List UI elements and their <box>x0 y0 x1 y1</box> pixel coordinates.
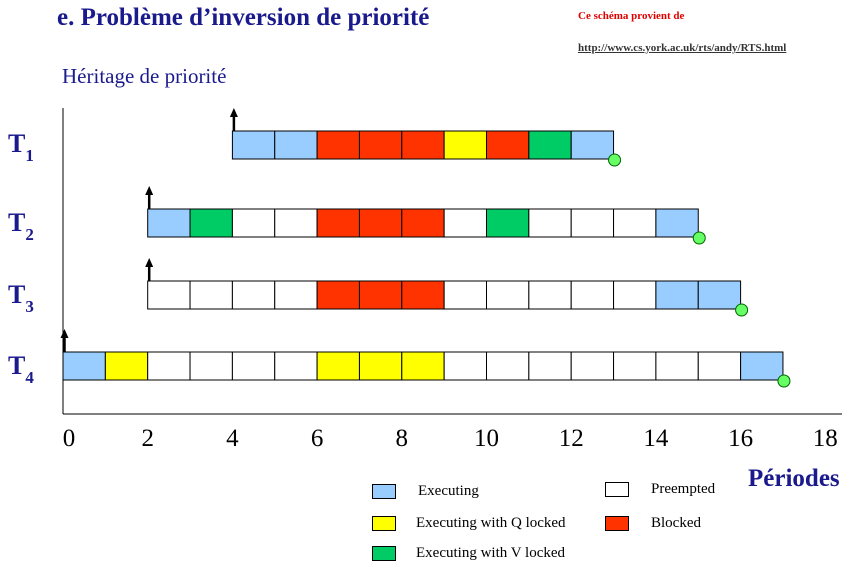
legend-blocked: Blocked <box>605 513 701 533</box>
timeline-slot-blocked <box>316 208 360 238</box>
timeline-slot-blocked <box>401 280 445 310</box>
x-tick-label: 8 <box>396 425 409 452</box>
timeline-slot-preempted <box>147 351 191 381</box>
timeline-slot-blocked <box>486 130 530 160</box>
legend-swatch-executing-q <box>372 515 396 531</box>
timeline-slot-preempted <box>655 351 699 381</box>
timeline-slot-executing-q <box>316 351 360 381</box>
legend-swatch-blocked <box>605 515 629 531</box>
x-tick-label: 6 <box>311 425 324 452</box>
timeline-slot-blocked <box>358 208 403 238</box>
release-arrowhead-icon <box>60 329 69 338</box>
source-label: Ce schéma provient de <box>578 10 685 22</box>
task-label: T1 <box>8 129 34 165</box>
timeline-slot-executing-v <box>189 208 233 238</box>
legend-preempted: Preempted <box>605 479 715 499</box>
timeline-slot-preempted <box>486 351 530 381</box>
timeline-slot-preempted <box>274 280 318 310</box>
timeline-slot-preempted <box>528 351 572 381</box>
legend-executing: Executing <box>372 481 479 501</box>
timeline-slot-preempted <box>274 208 318 238</box>
timeline-slot-preempted <box>528 280 572 310</box>
timeline-slot-executing <box>697 280 742 310</box>
timeline-slot-blocked <box>401 208 445 238</box>
legend-label: Preempted <box>651 480 716 497</box>
timeline-slot-executing-q <box>358 351 403 381</box>
timeline-slot-preempted <box>189 351 233 381</box>
x-tick-label: 16 <box>728 425 753 452</box>
timeline-slot-preempted <box>697 351 742 381</box>
diagram-subtitle: Héritage de priorité <box>62 64 227 88</box>
x-tick-label: 14 <box>643 425 669 452</box>
legend-executing-q: Executing with Q locked <box>372 513 566 533</box>
x-tick-label: 18 <box>813 425 838 452</box>
timeline-slot-executing-q <box>104 351 149 381</box>
timeline-slot-blocked <box>358 130 403 160</box>
completion-marker-icon <box>735 303 749 317</box>
legend-label: Executing with V locked <box>416 544 566 561</box>
x-tick-label: 2 <box>141 425 154 452</box>
timeline-slot-blocked <box>401 130 445 160</box>
task-label: T3 <box>8 280 34 316</box>
x-tick-label: 0 <box>63 425 76 452</box>
timeline-slot-preempted <box>231 280 276 310</box>
timeline-slot-blocked <box>316 280 360 310</box>
task-label: T2 <box>8 208 34 244</box>
timeline-slot-executing <box>274 130 318 160</box>
timeline-slot-preempted <box>147 280 191 310</box>
timeline-slot-preempted <box>189 280 233 310</box>
task-label: T4 <box>8 351 34 387</box>
legend-executing-v: Executing with V locked <box>372 543 565 563</box>
release-arrowhead-icon <box>145 258 154 267</box>
timeline-slot-executing <box>570 130 615 160</box>
legend-label: Executing with Q locked <box>416 514 566 531</box>
timeline-slot-executing <box>655 208 699 238</box>
timeline-slot-preempted <box>231 351 276 381</box>
completion-marker-icon <box>692 231 706 245</box>
completion-marker-icon <box>608 153 622 167</box>
timeline-slot-preempted <box>274 351 318 381</box>
timeline-slot-executing-q <box>401 351 445 381</box>
legend-swatch-executing-v <box>372 545 396 561</box>
x-tick-label: 12 <box>559 425 584 452</box>
timeline-slot-executing-q <box>443 130 487 160</box>
legend-swatch-preempted <box>605 481 629 497</box>
timeline-slot-preempted <box>231 208 276 238</box>
timeline-slot-preempted <box>443 208 487 238</box>
timeline-slot-executing-v <box>528 130 572 160</box>
timeline-slot-preempted <box>613 208 657 238</box>
timeline-slot-executing <box>231 130 276 160</box>
timeline-slot-preempted <box>528 208 572 238</box>
release-arrowhead-icon <box>229 108 238 117</box>
completion-marker-icon <box>777 374 791 388</box>
timeline-slot-blocked <box>358 280 403 310</box>
timeline-slot-preempted <box>570 351 615 381</box>
timeline-slot-blocked <box>316 130 360 160</box>
timeline-slot-preempted <box>443 280 487 310</box>
timeline-slot-executing <box>740 351 784 381</box>
timeline-slot-preempted <box>443 351 487 381</box>
timeline-slot-executing <box>147 208 191 238</box>
timeline-slot-preempted <box>570 280 615 310</box>
axis-label-periods: Périodes <box>748 465 840 492</box>
timeline-slot-preempted <box>613 351 657 381</box>
x-tick-label: 10 <box>474 425 499 452</box>
timeline-slot-preempted <box>570 208 615 238</box>
timeline-slot-preempted <box>486 280 530 310</box>
timeline-slot-executing <box>62 351 106 381</box>
timeline-slot-executing-v <box>486 208 530 238</box>
legend-label: Blocked <box>651 514 701 531</box>
timeline-slot-executing <box>655 280 699 310</box>
source-link[interactable]: http://www.cs.york.ac.uk/rts/andy/RTS.ht… <box>578 42 787 54</box>
timeline-slot-preempted <box>613 280 657 310</box>
page-title: e. Problème d’inversion de priorité <box>57 4 430 31</box>
legend-label: Executing <box>418 482 479 499</box>
release-arrowhead-icon <box>145 186 154 195</box>
legend-swatch-executing <box>372 483 396 499</box>
x-tick-label: 4 <box>226 425 239 452</box>
